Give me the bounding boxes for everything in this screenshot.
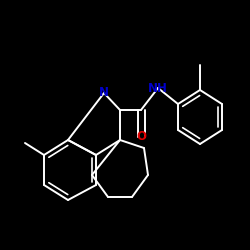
Text: NH: NH: [148, 82, 168, 94]
Text: N: N: [99, 86, 109, 100]
Text: O: O: [136, 130, 146, 143]
